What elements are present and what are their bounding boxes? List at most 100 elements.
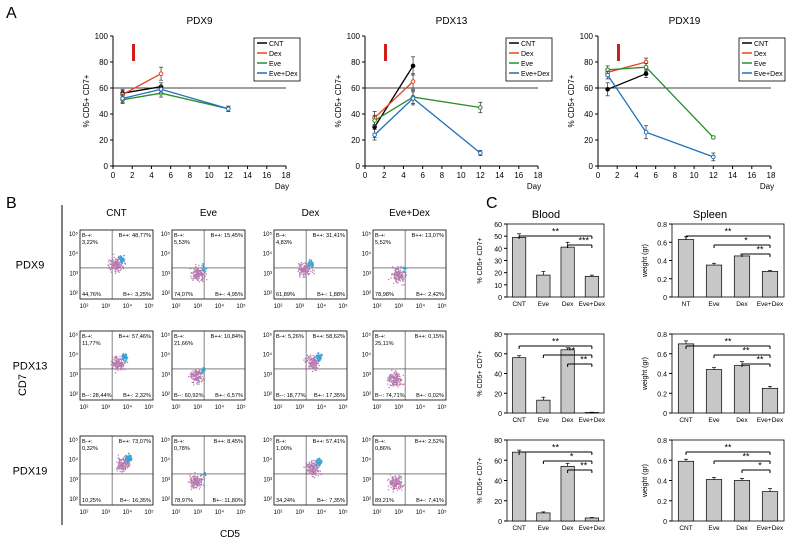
flow-event-dense bbox=[121, 354, 124, 356]
bar-category-label: Dex bbox=[736, 525, 748, 532]
flow-event bbox=[398, 475, 400, 477]
flow-event bbox=[115, 263, 117, 265]
flow-event bbox=[390, 377, 392, 379]
quadrant-label-tr: B++: 73,07% bbox=[119, 439, 151, 445]
flow-x-tick: 10⁴ bbox=[416, 404, 426, 411]
flow-event bbox=[112, 367, 114, 369]
flow-event bbox=[196, 372, 199, 374]
flow-event bbox=[116, 358, 118, 361]
flow-event bbox=[313, 367, 315, 370]
flow-event bbox=[187, 376, 190, 378]
flow-event bbox=[125, 463, 127, 466]
flow-event bbox=[398, 485, 400, 488]
flow-event bbox=[402, 383, 404, 386]
flow-y-tick: 10³ bbox=[362, 477, 371, 483]
flow-row-label: PDX9 bbox=[16, 260, 45, 272]
legend-box bbox=[505, 37, 553, 82]
flow-event bbox=[304, 272, 306, 275]
flow-event bbox=[116, 269, 118, 271]
flow-y-tick: 10³ bbox=[69, 477, 78, 483]
bar-y-tick-label: 0.2 bbox=[657, 277, 667, 284]
flow-event bbox=[392, 486, 394, 488]
flow-event-dense bbox=[317, 352, 320, 354]
flow-event-dense bbox=[401, 267, 404, 269]
flow-event bbox=[392, 491, 394, 493]
flow-event bbox=[117, 368, 120, 370]
flow-event bbox=[402, 278, 405, 280]
data-point bbox=[711, 154, 716, 160]
sig-label: *** bbox=[578, 236, 589, 246]
y-tick-label: 80 bbox=[584, 58, 593, 67]
quadrant-label-br: B+-: 0,02% bbox=[416, 393, 444, 399]
flow-event bbox=[198, 483, 200, 485]
flow-x-tick: 10⁴ bbox=[215, 509, 225, 516]
flow-y-tick: 10² bbox=[161, 291, 170, 297]
quadrant-label-tr: B++: 48,77% bbox=[119, 233, 151, 239]
flow-event-dense bbox=[202, 369, 204, 372]
flow-event bbox=[314, 470, 316, 473]
flow-event bbox=[396, 278, 398, 281]
flow-event bbox=[395, 274, 397, 276]
flow-event-dense bbox=[201, 478, 204, 481]
flow-event bbox=[114, 266, 117, 268]
flow-x-tick: 10⁵ bbox=[437, 509, 447, 516]
flow-event bbox=[191, 277, 193, 279]
bar-y-tick-label: 0.4 bbox=[657, 479, 667, 486]
flow-y-tick: 10² bbox=[69, 291, 78, 297]
flow-event-dense bbox=[203, 268, 206, 271]
x-tick-label: 0 bbox=[596, 171, 601, 180]
bar-category-label: CNT bbox=[512, 301, 525, 308]
flow-event bbox=[122, 365, 125, 367]
flow-event bbox=[391, 273, 393, 275]
flow-event-dense bbox=[202, 366, 205, 369]
flow-event-dense bbox=[203, 270, 205, 273]
flow-event-dense bbox=[119, 257, 122, 259]
y-tick-label: 80 bbox=[351, 58, 360, 67]
bar-y-tick-label: 30 bbox=[494, 259, 502, 266]
flow-event bbox=[310, 472, 313, 475]
flow-event bbox=[398, 482, 400, 484]
flow-event bbox=[194, 480, 197, 482]
flow-event bbox=[120, 268, 122, 270]
flow-y-tick: 10⁵ bbox=[362, 231, 372, 238]
data-point bbox=[372, 118, 377, 123]
bar-y-tick-label: 0.6 bbox=[657, 352, 667, 359]
flow-y-tick: 10² bbox=[161, 497, 170, 503]
flow-event bbox=[121, 368, 124, 370]
x-tick-label: 10 bbox=[205, 171, 214, 180]
flow-x-tick: 10² bbox=[373, 405, 382, 411]
flow-event bbox=[198, 264, 200, 267]
flow-event bbox=[308, 461, 311, 463]
flow-event bbox=[197, 274, 200, 276]
flow-x-tick: 10⁴ bbox=[317, 404, 327, 411]
bar-y-tick-label: 0.8 bbox=[657, 332, 667, 339]
flow-event bbox=[195, 277, 198, 280]
flow-event bbox=[111, 356, 114, 358]
flow-event bbox=[303, 268, 305, 270]
flow-event bbox=[392, 485, 394, 487]
flow-event bbox=[309, 464, 311, 467]
flow-event bbox=[195, 265, 197, 268]
flow-event bbox=[119, 363, 122, 365]
flow-event bbox=[306, 267, 308, 269]
flow-event-dense bbox=[203, 367, 206, 370]
flow-y-tick: 10⁵ bbox=[69, 437, 79, 444]
bar-category-label: Eve+Dex bbox=[579, 301, 606, 308]
bar bbox=[560, 465, 575, 522]
quadrant-label-br: B+-: 1,88% bbox=[317, 292, 345, 298]
bar bbox=[733, 480, 751, 522]
flow-x-tick: 10³ bbox=[295, 510, 304, 516]
flow-event bbox=[315, 361, 317, 363]
flow-x-tick: 10⁵ bbox=[144, 303, 154, 310]
flow-event bbox=[303, 274, 305, 276]
flow-event bbox=[197, 376, 200, 379]
flow-event bbox=[200, 483, 203, 486]
flow-event bbox=[205, 270, 207, 273]
flow-event bbox=[193, 267, 195, 269]
flow-y-tick: 10⁴ bbox=[69, 251, 79, 258]
flow-event bbox=[191, 376, 193, 378]
flow-event bbox=[387, 377, 389, 379]
bar bbox=[677, 239, 695, 298]
flow-event bbox=[189, 481, 191, 483]
flow-event bbox=[311, 475, 313, 478]
